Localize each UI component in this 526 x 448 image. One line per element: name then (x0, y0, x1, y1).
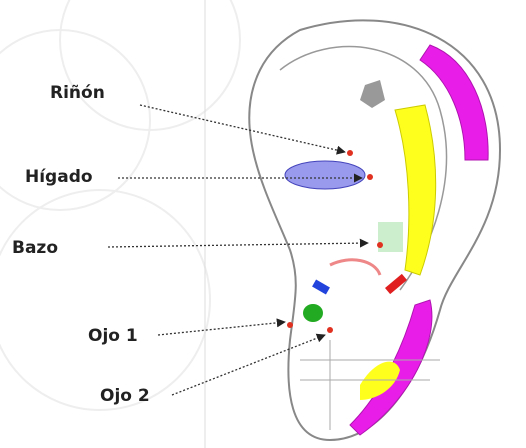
ear (248, 19, 502, 442)
label: Ojo 2 (100, 386, 150, 406)
label: Ojo 1 (88, 326, 138, 346)
pointers (107, 104, 369, 396)
label: Bazo (12, 238, 58, 258)
background-pattern (0, 0, 241, 448)
label: Riñón (50, 83, 105, 103)
label: Hígado (25, 167, 93, 187)
